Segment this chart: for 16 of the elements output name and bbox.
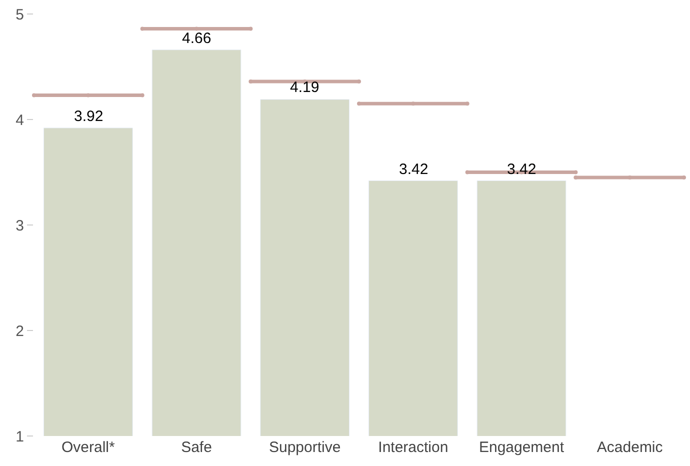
data-label: 3.42 <box>507 161 536 178</box>
x-tick-label: Overall* <box>61 439 116 456</box>
x-tick-label: Supportive <box>268 439 341 456</box>
data-label: 4.19 <box>290 79 320 96</box>
y-tick-label: 5 <box>16 6 24 24</box>
y-tick-label: 4 <box>16 112 24 129</box>
data-label: 4.66 <box>182 30 212 47</box>
data-label: 3.42 <box>399 161 428 178</box>
x-tick-label: Safe <box>181 439 212 456</box>
data-label: 3.92 <box>74 108 104 125</box>
y-tick-label: 2 <box>16 322 24 340</box>
x-tick-label: Academic <box>596 439 664 456</box>
x-tick-label: Interaction <box>378 439 448 456</box>
y-tick-label: 1 <box>16 428 24 446</box>
y-tick-label: 3 <box>16 217 24 234</box>
x-tick-label: Engagement <box>478 439 565 456</box>
